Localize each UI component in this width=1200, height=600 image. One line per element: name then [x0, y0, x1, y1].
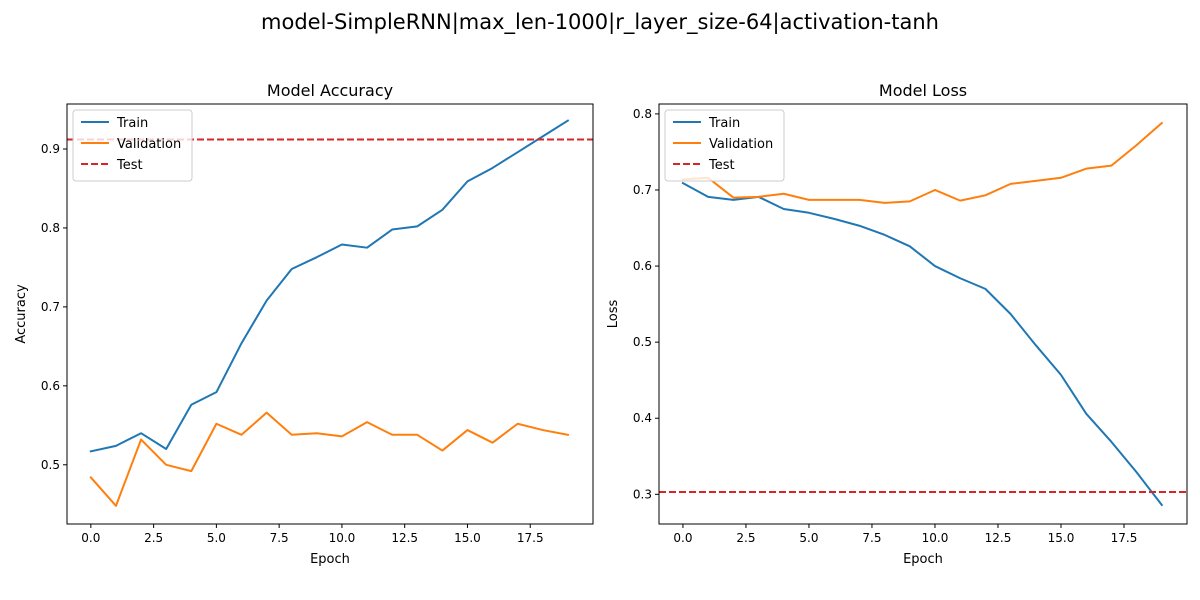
loss-y-tick-label: 0.4 [633, 411, 652, 425]
accuracy-legend-validation-label: Validation [117, 137, 181, 152]
accuracy-x-tick-label: 2.5 [144, 531, 163, 545]
accuracy-plot-area [67, 119, 593, 507]
accuracy-y-axis-label: Accuracy [14, 284, 29, 344]
loss-chart-title: Model Loss [879, 81, 967, 100]
accuracy-y-tick-label: 0.7 [41, 300, 60, 314]
loss-y-tick-label: 0.6 [633, 259, 652, 273]
accuracy-x-tick-label: 15.0 [454, 531, 481, 545]
loss-legend: Train Validation Test [664, 109, 785, 182]
loss-y-axis-label: Loss [606, 300, 621, 329]
loss-legend-train-label: Train [708, 116, 740, 131]
accuracy-legend-train-label: Train [116, 116, 148, 131]
accuracy-y-tick-label: 0.5 [41, 458, 60, 472]
accuracy-x-tick-label: 0.0 [81, 531, 100, 545]
loss-series-train-line [681, 181, 1164, 507]
accuracy-series-train-line [89, 119, 570, 453]
loss-y-tick-label: 0.5 [633, 335, 652, 349]
accuracy-legend-test-label: Test [116, 158, 143, 173]
loss-plot-area [659, 121, 1187, 507]
loss-series-validation-line [681, 121, 1164, 204]
loss-x-tick-label: 7.5 [862, 531, 881, 545]
accuracy-x-axis-label: Epoch [310, 552, 350, 567]
accuracy-legend: Train Validation Test [72, 109, 193, 182]
loss-chart: Model Loss 0.0 2.5 5.0 7.5 10.0 12.5 15.0 17.5 0.… [606, 81, 1188, 567]
loss-x-tick-label: 17.5 [1111, 531, 1138, 545]
accuracy-y-tick-label: 0.8 [41, 221, 60, 235]
loss-y-tick-label: 0.3 [633, 487, 652, 501]
loss-x-tick-label: 15.0 [1048, 531, 1075, 545]
loss-x-tick-label: 12.5 [985, 531, 1012, 545]
accuracy-x-tick-label: 5.0 [207, 531, 226, 545]
figure-suptitle: model-SimpleRNN|max_len-1000|r_layer_siz… [261, 10, 939, 35]
accuracy-x-tick-label: 17.5 [517, 531, 544, 545]
loss-y-tick-label: 0.8 [633, 107, 652, 121]
loss-x-tick-label: 5.0 [799, 531, 818, 545]
loss-x-tick-label: 10.0 [922, 531, 949, 545]
accuracy-x-tick-label: 10.0 [329, 531, 356, 545]
loss-y-tick-label: 0.7 [633, 183, 652, 197]
accuracy-y-tick-label: 0.9 [41, 142, 60, 156]
accuracy-chart-title: Model Accuracy [267, 81, 393, 100]
accuracy-chart: Model Accuracy 0.0 2.5 5.0 7.5 10.0 12.5 15.0 17… [14, 81, 594, 567]
accuracy-y-tick-label: 0.6 [41, 379, 60, 393]
accuracy-x-tick-label: 12.5 [391, 531, 418, 545]
loss-x-axis-label: Epoch [903, 552, 943, 567]
accuracy-series-validation-line [89, 411, 570, 507]
loss-legend-validation-label: Validation [709, 137, 773, 152]
loss-legend-test-label: Test [708, 158, 735, 173]
loss-x-tick-label: 2.5 [736, 531, 755, 545]
loss-x-tick-label: 0.0 [673, 531, 692, 545]
accuracy-axes-frame [66, 103, 594, 525]
accuracy-x-tick-label: 7.5 [270, 531, 289, 545]
loss-axes-frame [658, 103, 1188, 525]
